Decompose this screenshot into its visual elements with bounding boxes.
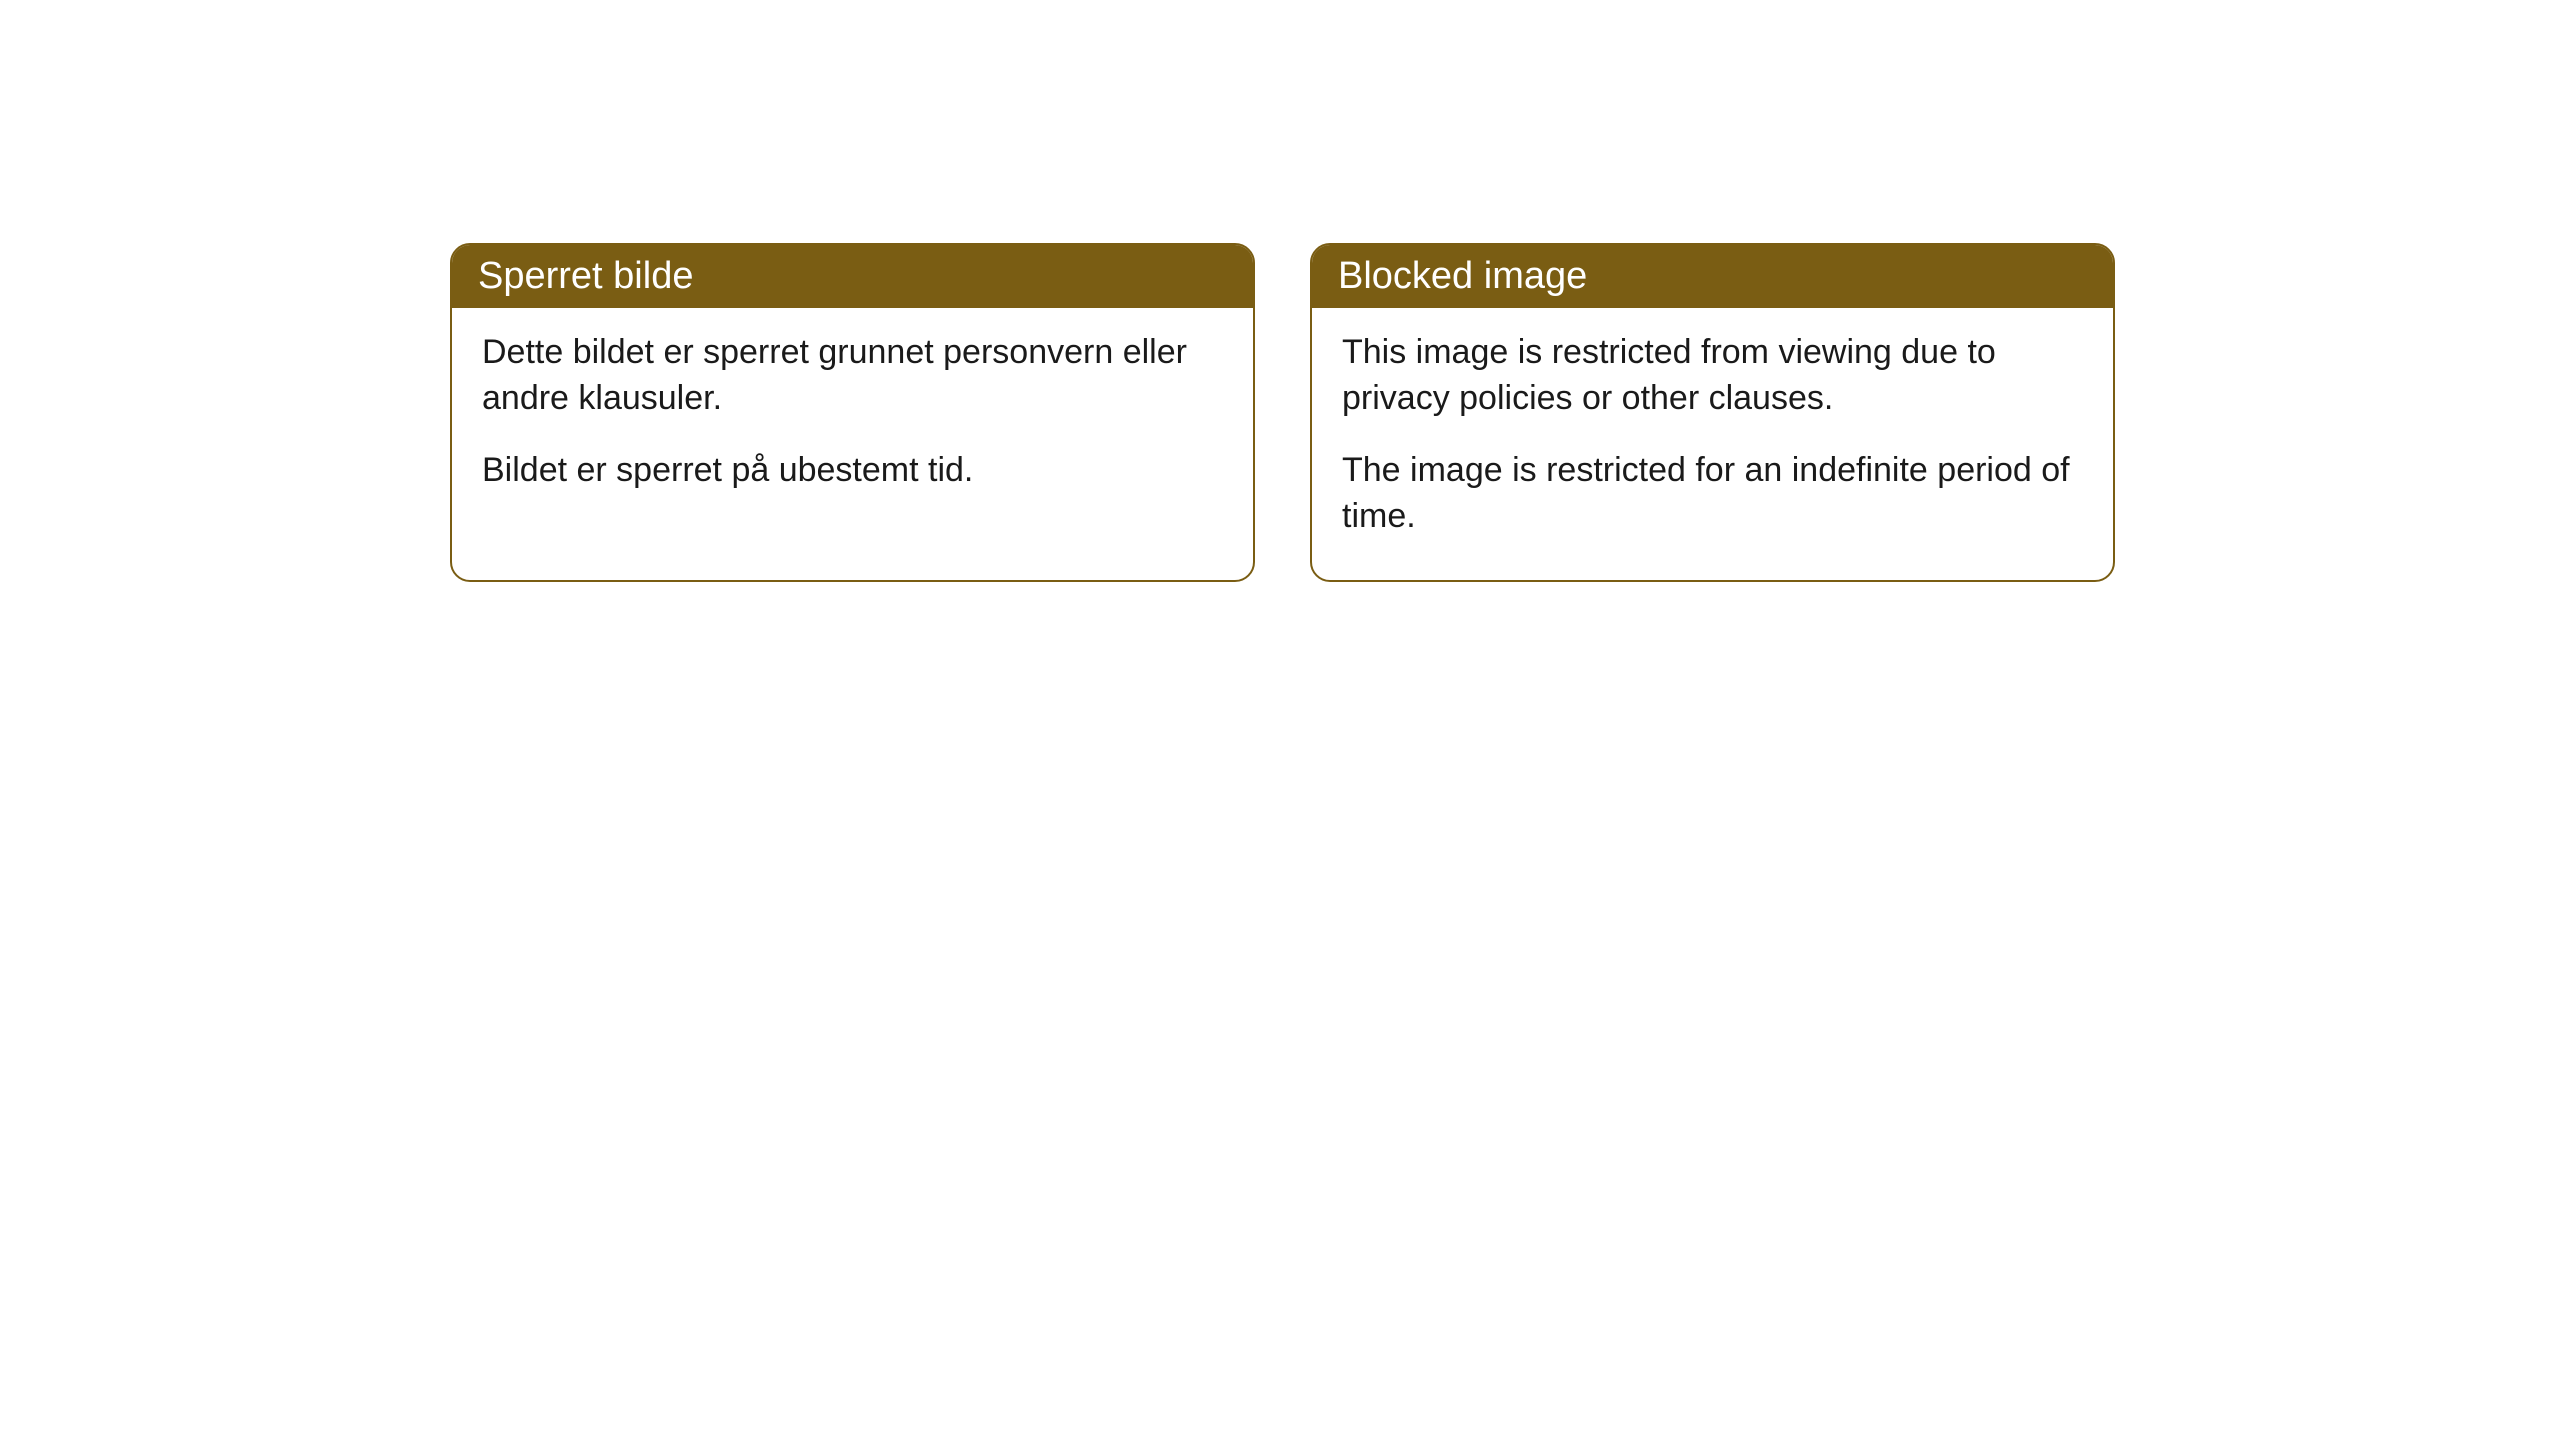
notice-card-norwegian: Sperret bilde Dette bildet er sperret gr… bbox=[450, 243, 1255, 582]
notice-card-english: Blocked image This image is restricted f… bbox=[1310, 243, 2115, 582]
card-title: Sperret bilde bbox=[478, 255, 693, 297]
card-title: Blocked image bbox=[1338, 255, 1587, 297]
notice-cards-container: Sperret bilde Dette bildet er sperret gr… bbox=[450, 243, 2115, 582]
card-body: Dette bildet er sperret grunnet personve… bbox=[452, 308, 1253, 534]
card-header: Blocked image bbox=[1312, 245, 2113, 308]
card-paragraph: Dette bildet er sperret grunnet personve… bbox=[482, 330, 1223, 422]
card-paragraph: This image is restricted from viewing du… bbox=[1342, 330, 2083, 422]
card-body: This image is restricted from viewing du… bbox=[1312, 308, 2113, 580]
card-paragraph: Bildet er sperret på ubestemt tid. bbox=[482, 448, 1223, 494]
card-header: Sperret bilde bbox=[452, 245, 1253, 308]
card-paragraph: The image is restricted for an indefinit… bbox=[1342, 448, 2083, 540]
